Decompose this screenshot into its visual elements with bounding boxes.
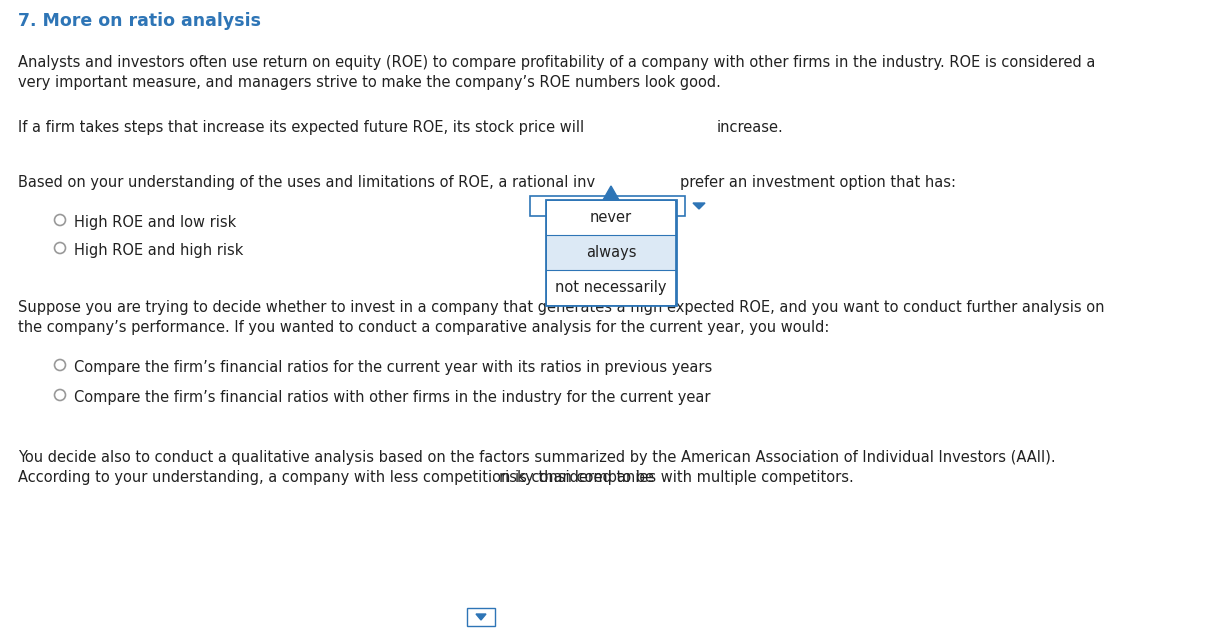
Bar [530, 196, 685, 216]
Text: According to your understanding, a company with less competition is considered t: According to your understanding, a compa… [18, 470, 659, 485]
Text: very important measure, and managers strive to make the company’s ROE numbers lo: very important measure, and managers str… [18, 75, 721, 90]
Bar [547, 236, 675, 270]
Polygon shape [693, 203, 706, 209]
Text: risky than companies with multiple competitors.: risky than companies with multiple compe… [499, 470, 854, 485]
Bar [467, 608, 494, 626]
Text: You decide also to conduct a qualitative analysis based on the factors summarize: You decide also to conduct a qualitative… [18, 450, 1055, 465]
Polygon shape [602, 186, 618, 200]
Text: 7. More on ratio analysis: 7. More on ratio analysis [18, 12, 261, 30]
Text: increase.: increase. [717, 120, 784, 135]
Text: the company’s performance. If you wanted to conduct a comparative analysis for t: the company’s performance. If you wanted… [18, 320, 829, 335]
Text: Based on your understanding of the uses and limitations of ROE, a rational inv: Based on your understanding of the uses … [18, 175, 595, 190]
Text: Compare the firm’s financial ratios for the current year with its ratios in prev: Compare the firm’s financial ratios for … [74, 360, 712, 375]
Text: High ROE and high risk: High ROE and high risk [74, 243, 243, 258]
Text: Suppose you are trying to decide whether to invest in a company that generates a: Suppose you are trying to decide whether… [18, 300, 1104, 315]
Text: Compare the firm’s financial ratios with other firms in the industry for the cur: Compare the firm’s financial ratios with… [74, 390, 710, 405]
Bar [547, 201, 675, 235]
Text: never: never [590, 210, 632, 225]
Bar [547, 271, 675, 305]
Text: Analysts and investors often use return on equity (ROE) to compare profitability: Analysts and investors often use return … [18, 55, 1096, 70]
Text: If a firm takes steps that increase its expected future ROE, its stock price wil: If a firm takes steps that increase its … [18, 120, 589, 135]
Text: not necessarily: not necessarily [556, 280, 666, 295]
Text: always: always [585, 245, 637, 260]
Polygon shape [476, 614, 486, 620]
Text: prefer an investment option that has:: prefer an investment option that has: [680, 175, 956, 190]
Text: High ROE and low risk: High ROE and low risk [74, 215, 237, 230]
Bar [546, 200, 676, 305]
